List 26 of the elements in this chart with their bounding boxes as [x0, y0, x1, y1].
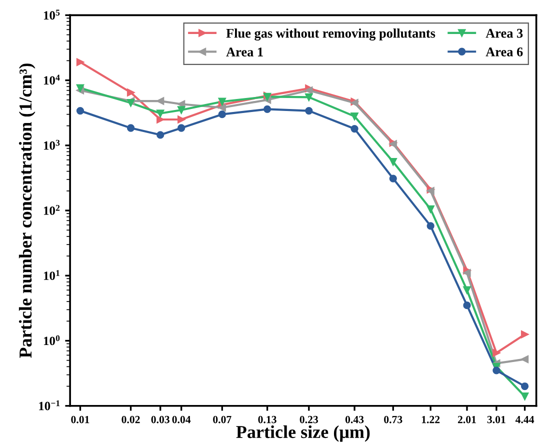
- x-tick-label: 0.07: [213, 416, 232, 424]
- legend-label: Area 6: [486, 48, 523, 56]
- x-axis-title: Particle size (μm): [236, 425, 370, 442]
- legend-label: Area 1: [226, 48, 263, 56]
- x-tick-label: 3.01: [487, 416, 506, 424]
- y-tick-label: 10$^{0}$: [44, 335, 60, 346]
- x-tick-label: 4.44: [515, 416, 534, 424]
- x-tick-label: 0.01: [71, 416, 90, 424]
- y-tick-label: 10$^{4}$: [44, 74, 60, 85]
- y-tick-label: 10$^{−1}$: [39, 400, 60, 410]
- y-axis-title: Particle number concentration (1/cm³): [18, 64, 36, 358]
- legend-label: Flue gas without removing pollutants: [226, 28, 436, 41]
- x-tick-label: 0.13: [258, 416, 276, 424]
- x-tick-label: 0.02: [122, 416, 140, 424]
- y-tick-label: 10$^{3}$: [44, 140, 60, 150]
- x-tick-label: 1.22: [422, 416, 440, 424]
- x-tick-label: 0.43: [345, 416, 364, 424]
- x-tick-label: 0.03: [151, 416, 170, 424]
- x-tick-label: 2.01: [458, 416, 476, 424]
- legend-label: Area 3: [486, 28, 523, 38]
- y-tick-label: 10$^{1}$: [44, 270, 60, 280]
- x-tick-label: 0.23: [300, 416, 318, 424]
- y-tick-label: 10$^{2}$: [44, 204, 60, 215]
- x-tick-label: 0.04: [172, 416, 191, 424]
- y-tick-label: 10$^{5}$: [44, 10, 60, 20]
- x-tick-label: 0.73: [384, 416, 402, 424]
